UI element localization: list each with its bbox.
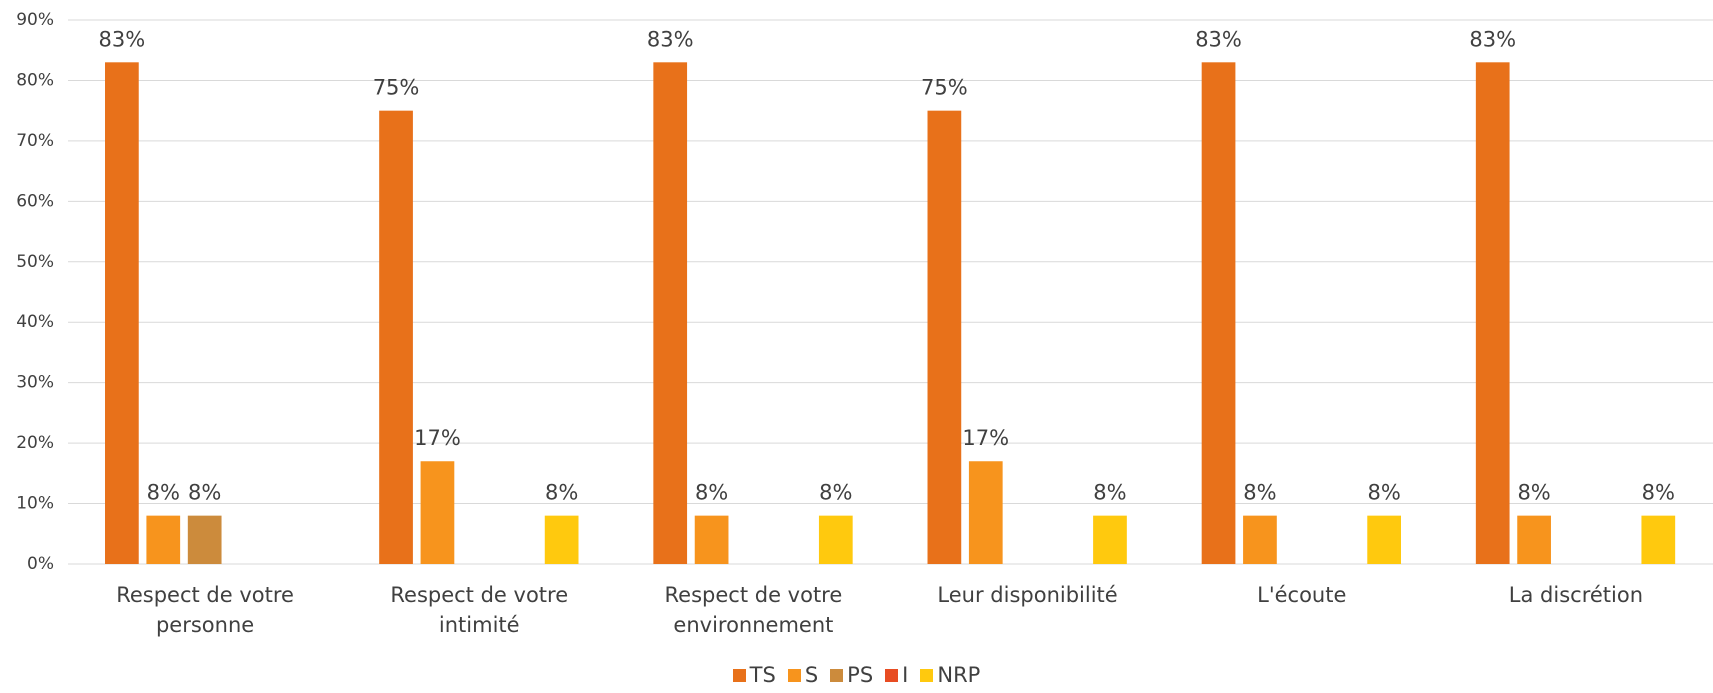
data-label: 8% xyxy=(819,481,852,505)
legend-label: S xyxy=(804,663,819,687)
y-tick-label: 60% xyxy=(16,191,54,211)
data-label: 8% xyxy=(1243,481,1276,505)
y-tick-label: 0% xyxy=(27,554,54,574)
legend: TS S PS I NRP xyxy=(0,663,1713,687)
data-label: 8% xyxy=(1517,481,1550,505)
y-tick-label: 30% xyxy=(16,373,54,393)
y-tick-label: 20% xyxy=(16,433,54,453)
y-tick-label: 70% xyxy=(16,131,54,151)
data-label: 8% xyxy=(695,481,728,505)
bar xyxy=(653,62,688,565)
x-tick-label: Leur disponibilité xyxy=(937,583,1118,607)
legend-label: PS xyxy=(847,663,874,687)
x-tick-label: L'écoute xyxy=(1257,583,1347,607)
data-label: 8% xyxy=(1093,481,1126,505)
bar xyxy=(379,110,413,565)
bar xyxy=(818,515,853,564)
x-tick-label: La discrétion xyxy=(1508,583,1644,607)
y-tick-label: 40% xyxy=(16,312,54,332)
x-tick-label: Respect de votre personne xyxy=(116,583,294,637)
bar xyxy=(105,62,139,565)
legend-label: TS xyxy=(749,663,776,687)
data-label: 83% xyxy=(1469,27,1516,51)
x-tick-label: Respect de votre intimité xyxy=(390,583,569,637)
legend-label: I xyxy=(902,663,909,687)
legend-item: I xyxy=(885,663,908,687)
data-label: 83% xyxy=(99,27,146,51)
legend-item: S xyxy=(787,663,819,687)
data-label: 17% xyxy=(962,426,1009,450)
bar xyxy=(544,515,579,564)
data-label: 83% xyxy=(647,27,694,51)
legend-swatch xyxy=(787,669,801,682)
bar xyxy=(1201,62,1236,565)
y-tick-label: 80% xyxy=(16,70,54,90)
bar xyxy=(1367,515,1401,564)
legend-item: TS xyxy=(732,663,776,687)
data-label: 17% xyxy=(414,426,461,450)
bar xyxy=(187,515,222,564)
bar xyxy=(420,461,455,564)
data-label: 8% xyxy=(147,481,180,505)
y-tick-label: 90% xyxy=(16,10,54,30)
data-label: 8% xyxy=(1367,481,1400,505)
y-tick-label: 10% xyxy=(16,494,54,514)
legend-label: NRP xyxy=(937,663,981,687)
bar xyxy=(1475,62,1510,565)
data-label: 83% xyxy=(1195,27,1242,51)
bar xyxy=(694,515,729,564)
y-tick-label: 50% xyxy=(16,252,54,272)
data-label: 8% xyxy=(1642,481,1675,505)
data-label: 8% xyxy=(545,481,578,505)
legend-swatch xyxy=(830,669,844,682)
bar xyxy=(968,461,1003,564)
bar xyxy=(1517,515,1551,564)
legend-swatch xyxy=(920,669,934,682)
legend-item: PS xyxy=(830,663,873,687)
legend-swatch xyxy=(732,669,746,682)
data-label: 8% xyxy=(188,481,221,505)
bar xyxy=(1243,515,1277,564)
bar xyxy=(146,515,181,564)
legend-swatch xyxy=(885,669,899,682)
bar xyxy=(1093,515,1127,564)
x-tick-label: Respect de votre environnement xyxy=(664,583,843,637)
legend-item: NRP xyxy=(920,663,980,687)
data-label: 75% xyxy=(373,76,420,100)
bar xyxy=(1641,515,1676,564)
data-label: 75% xyxy=(921,76,968,100)
bar xyxy=(927,110,962,565)
